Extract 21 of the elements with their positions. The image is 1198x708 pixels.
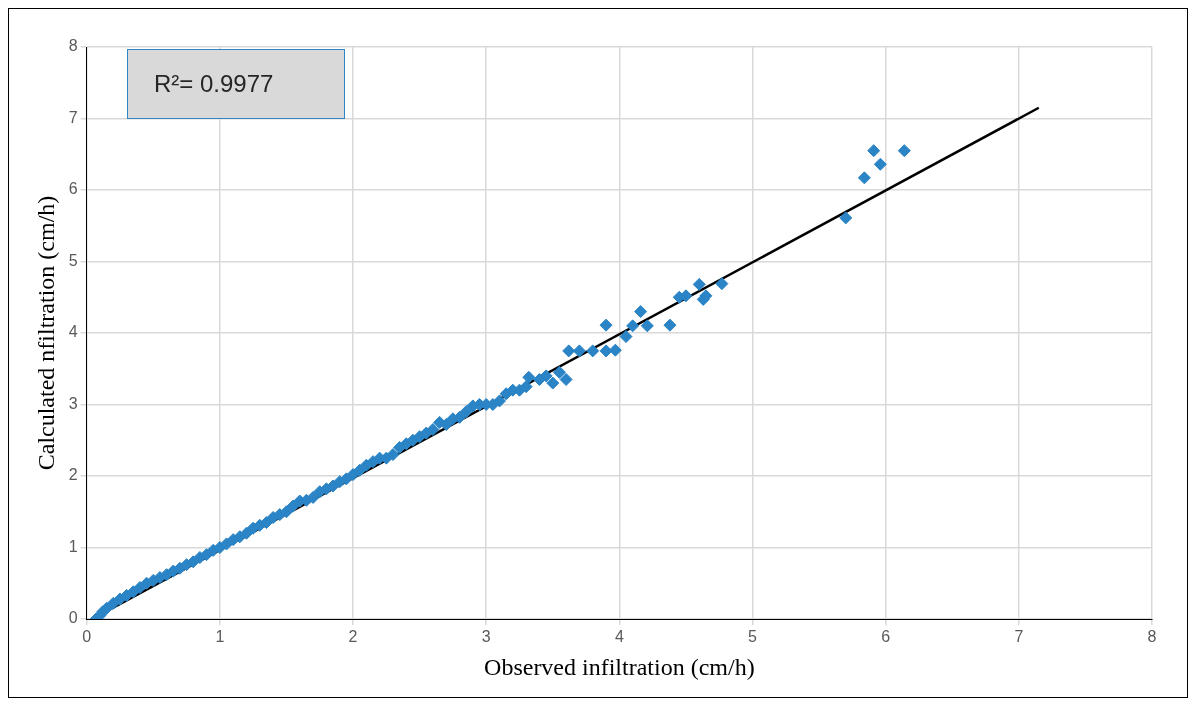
x-tick-label: 8 — [1147, 628, 1157, 646]
x-tick-label: 7 — [1014, 628, 1024, 646]
x-tick-label: 4 — [614, 628, 624, 646]
y-tick-label: 3 — [68, 394, 78, 412]
y-axis-title: Calculated nfiltration (cm/h) — [32, 195, 59, 471]
y-tick-label: 5 — [68, 251, 78, 269]
text-box: R²= 0.9977 — [127, 49, 345, 119]
y-tick-label: 6 — [68, 180, 78, 198]
y-tick-label: 7 — [68, 108, 78, 126]
y-tick-label: 4 — [68, 323, 78, 341]
y-tick-label: 0 — [68, 609, 78, 627]
x-tick-label: 6 — [881, 628, 891, 646]
x-tick-label: 2 — [348, 628, 358, 646]
x-tick-label: 5 — [748, 628, 758, 646]
x-tick-label: 1 — [215, 628, 225, 646]
x-tick-label: 3 — [481, 628, 491, 646]
x-tick-label: 0 — [82, 628, 92, 646]
y-tick-label: 8 — [68, 37, 78, 55]
x-axis-title: Observed infiltration (cm/h) — [484, 653, 755, 680]
y-tick-label: 1 — [68, 537, 78, 555]
y-tick-label: 2 — [68, 466, 78, 484]
